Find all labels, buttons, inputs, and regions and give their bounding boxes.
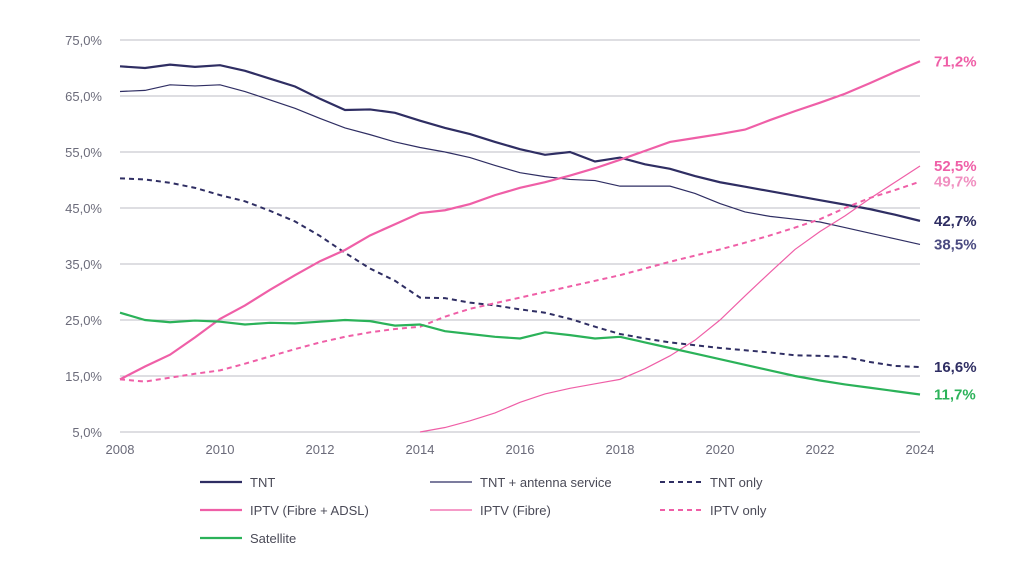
y-tick-label: 65,0% bbox=[65, 89, 102, 104]
end-label-tnt_only: 16,6% bbox=[934, 359, 977, 376]
series-tnt bbox=[120, 65, 920, 221]
x-tick-label: 2022 bbox=[806, 442, 835, 457]
x-tick-label: 2008 bbox=[106, 442, 135, 457]
y-tick-label: 35,0% bbox=[65, 257, 102, 272]
end-label-iptv_fibre: 52,5% bbox=[934, 158, 977, 175]
y-tick-label: 45,0% bbox=[65, 201, 102, 216]
x-tick-label: 2018 bbox=[606, 442, 635, 457]
legend-label-tnt_antenna: TNT + antenna service bbox=[480, 475, 612, 490]
legend-label-iptv_fibre: IPTV (Fibre) bbox=[480, 503, 551, 518]
x-tick-label: 2016 bbox=[506, 442, 535, 457]
series-iptv_only bbox=[120, 182, 920, 382]
legend-label-satellite: Satellite bbox=[250, 531, 296, 546]
y-tick-label: 15,0% bbox=[65, 369, 102, 384]
y-tick-label: 55,0% bbox=[65, 145, 102, 160]
x-tick-label: 2020 bbox=[706, 442, 735, 457]
legend-label-iptv_only: IPTV only bbox=[710, 503, 767, 518]
end-label-iptv_all: 71,2% bbox=[934, 53, 977, 70]
line-chart: 5,0% 15,0% 25,0% 35,0% 45,0% 55,0% 65,0% 75,0% 2… bbox=[0, 0, 1024, 576]
legend-label-iptv_all: IPTV (Fibre + ADSL) bbox=[250, 503, 369, 518]
end-label-tnt: 42,7% bbox=[934, 213, 977, 230]
x-tick-label: 2024 bbox=[906, 442, 935, 457]
x-tick-label: 2010 bbox=[206, 442, 235, 457]
x-tick-label: 2012 bbox=[306, 442, 335, 457]
end-label-satellite: 11,7% bbox=[934, 386, 976, 403]
end-label-iptv_only: 49,7% bbox=[934, 174, 977, 191]
legend-label-tnt: TNT bbox=[250, 475, 275, 490]
y-tick-label: 25,0% bbox=[65, 313, 102, 328]
y-tick-label: 75,0% bbox=[65, 33, 102, 48]
series-satellite bbox=[120, 313, 920, 395]
x-tick-label: 2014 bbox=[406, 442, 435, 457]
y-tick-label: 5,0% bbox=[72, 425, 102, 440]
end-label-tnt_antenna: 38,5% bbox=[934, 236, 977, 253]
series-iptv_fibre bbox=[420, 166, 920, 432]
legend-label-tnt_only: TNT only bbox=[710, 475, 763, 490]
